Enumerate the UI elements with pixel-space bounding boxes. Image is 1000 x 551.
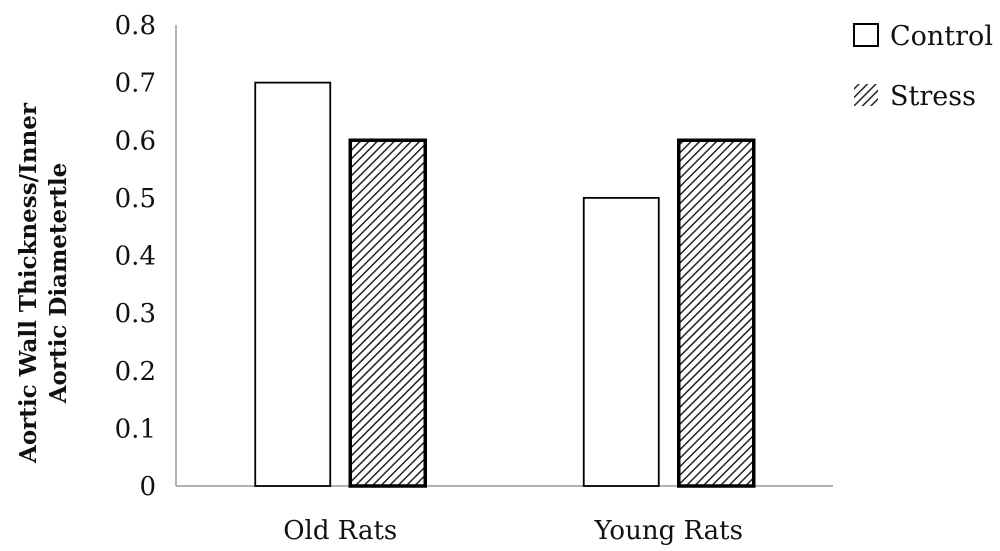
bar-stress-1 <box>677 138 756 488</box>
bar-control-1 <box>582 196 660 487</box>
y-axis-label-line-1: Aortic Wall Thickness/Inner <box>15 102 42 464</box>
x-tick-label: Young Rats <box>594 516 743 546</box>
y-tick-label: 0.2 <box>115 357 156 387</box>
y-tick-label: 0.5 <box>115 184 156 214</box>
y-tick-label: 0.7 <box>115 69 156 99</box>
y-tick-label: 0.3 <box>115 299 156 329</box>
y-tick-label: 0.4 <box>115 242 156 272</box>
legend: Control Stress <box>853 21 993 112</box>
y-axis-label: Aortic Wall Thickness/Inner Aortic Diame… <box>15 102 72 464</box>
bars <box>254 81 756 488</box>
y-tick-label: 0.6 <box>115 126 156 156</box>
legend-swatch-stress <box>854 84 878 106</box>
legend-label-control: Control <box>890 21 993 52</box>
x-axis-ticks: Old Rats Young Rats <box>283 516 743 546</box>
legend-swatch-control <box>853 23 879 47</box>
bar-stress-0 <box>348 138 427 488</box>
bar-control-0 <box>254 81 332 487</box>
y-tick-label: 0 <box>139 472 156 502</box>
legend-label-stress: Stress <box>890 81 976 112</box>
y-tick-label: 0.8 <box>115 11 156 41</box>
x-tick-label: Old Rats <box>283 516 397 546</box>
y-tick-label: 0.1 <box>115 414 156 444</box>
y-axis-label-line-2: Aortic Diametertle <box>45 163 72 405</box>
y-axis-ticks: 0 0.1 0.2 0.3 0.4 0.5 0.6 0.7 0.8 <box>115 11 156 502</box>
